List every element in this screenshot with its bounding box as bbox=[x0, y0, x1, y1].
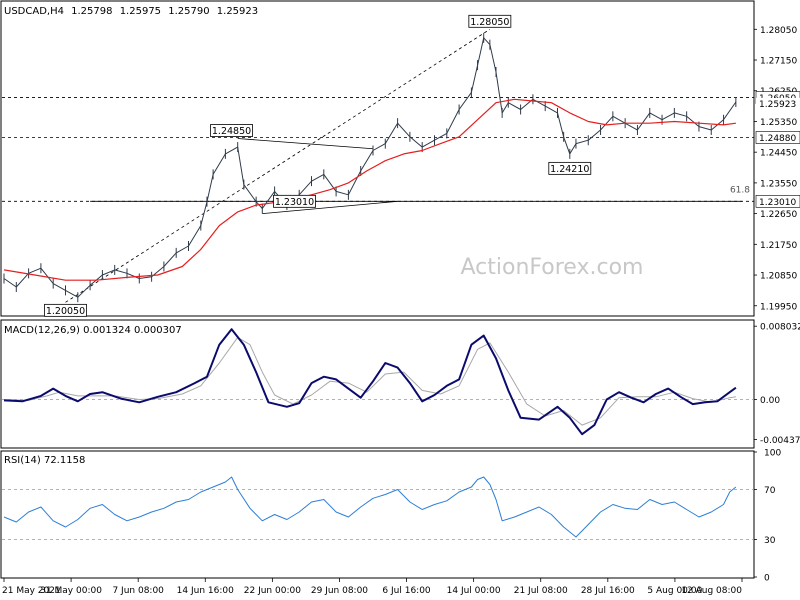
rsi-panel-frame bbox=[0, 450, 755, 579]
rsi-tick-label-3: 0 bbox=[764, 574, 770, 584]
price-tick-label-6: 1.22650 bbox=[760, 210, 797, 220]
ohlc-close: 1.25923 bbox=[217, 6, 258, 17]
watermark: ActionForex.com bbox=[461, 255, 644, 280]
level-tag-label-2: 1.23010 bbox=[759, 198, 796, 208]
price-tick-label-9: 1.19950 bbox=[760, 302, 797, 312]
x-tick-label-11: 12 Aug 08:00 bbox=[681, 586, 742, 596]
macd-signal-line bbox=[3, 336, 736, 426]
level-tag-box-1 bbox=[755, 131, 800, 144]
ohlc-low: 1.25790 bbox=[168, 6, 209, 17]
annotation-box-1 bbox=[210, 124, 253, 137]
rsi-tick-label-1: 70 bbox=[764, 486, 776, 496]
annotation-label-1: 1.24850 bbox=[212, 126, 251, 137]
trendline-1 bbox=[237, 138, 374, 150]
rsi-axis: 100 70 30 0 bbox=[754, 449, 781, 584]
price-axis: 1.280501.271501.262501.253501.244501.235… bbox=[754, 26, 800, 312]
sma-line bbox=[3, 98, 736, 281]
current-price-box bbox=[756, 97, 800, 108]
trendline-2 bbox=[262, 200, 398, 215]
x-tick-label-6: 6 Jul 16:00 bbox=[382, 586, 431, 596]
price-line bbox=[3, 37, 737, 298]
level-tag-box-2 bbox=[755, 195, 800, 208]
annotation-3: 1.24210 bbox=[548, 161, 592, 175]
macd-line bbox=[3, 328, 737, 436]
annotation-label-2: 1.23010 bbox=[275, 197, 314, 208]
annotation-0: 1.28050 bbox=[468, 14, 512, 28]
x-tick-label-8: 21 Jul 08:00 bbox=[514, 586, 568, 596]
annotation-box-4 bbox=[44, 303, 87, 317]
macd-series bbox=[3, 328, 737, 436]
rsi-levels bbox=[2, 489, 754, 540]
fib-label: 61.8 bbox=[730, 186, 750, 196]
macd-tick-label-2: -0.004379 bbox=[760, 436, 800, 446]
annotation-label-4: 1.20050 bbox=[46, 306, 85, 317]
x-tick-label-0: 21 May 2021 bbox=[2, 586, 61, 596]
x-tick-label-9: 28 Jul 16:00 bbox=[581, 586, 635, 596]
rsi-title: RSI(14) 72.1158 bbox=[4, 455, 85, 466]
ohlc-open: 1.25798 bbox=[71, 6, 112, 17]
annotation-2: 1.23010 bbox=[273, 194, 316, 208]
x-tick-label-3: 14 Jun 16:00 bbox=[177, 586, 234, 596]
chart-title: USDCAD,H4 1.25798 1.25975 1.25790 1.2592… bbox=[4, 6, 258, 17]
price-tick-label-8: 1.20850 bbox=[760, 272, 797, 282]
macd-title: MACD(12,26,9) 0.001324 0.000307 bbox=[4, 325, 182, 336]
price-tick-label-5: 1.23550 bbox=[760, 179, 797, 189]
annotation-box-0 bbox=[468, 14, 512, 28]
annotation-box-2 bbox=[273, 194, 316, 208]
chart-title-symbol: USDCAD,H4 bbox=[4, 6, 64, 17]
x-tick-label-1: 31 May 00:00 bbox=[40, 586, 102, 596]
macd-axis: 0.008032 0.00 -0.004379 bbox=[754, 323, 800, 446]
price-header: USDCAD,H4 1.25798 1.25975 1.25790 1.2592… bbox=[4, 6, 258, 17]
price-tick-label-0: 1.28050 bbox=[760, 26, 797, 36]
rsi-series bbox=[3, 476, 737, 538]
annotation-4: 1.20050 bbox=[44, 303, 87, 317]
price-annotations: 1.28050 1.24850 1.23010 1.24210 1.20050 61.8 bbox=[44, 14, 750, 317]
ohlc-high: 1.25975 bbox=[120, 6, 161, 17]
trendline-0 bbox=[65, 28, 491, 303]
price-tick-label-4: 1.24450 bbox=[760, 149, 797, 159]
price-trendlines bbox=[65, 28, 742, 303]
price-tick-label-7: 1.21750 bbox=[760, 241, 797, 251]
price-tick-label-1: 1.27150 bbox=[760, 57, 797, 67]
x-tick-label-4: 22 Jun 00:00 bbox=[244, 586, 301, 596]
price-tick-label-3: 1.25350 bbox=[760, 118, 797, 128]
level-tag-label-1: 1.24880 bbox=[759, 134, 796, 144]
macd-tick-label-0: 0.008032 bbox=[760, 323, 800, 333]
x-tick-label-7: 14 Jul 00:00 bbox=[447, 586, 501, 596]
rsi-tick-label-0: 100 bbox=[764, 449, 781, 459]
annotation-label-3: 1.24210 bbox=[550, 164, 589, 175]
current-price-label: 1.25923 bbox=[759, 100, 796, 110]
annotation-box-3 bbox=[548, 161, 592, 175]
x-tick-label-5: 29 Jun 08:00 bbox=[311, 586, 368, 596]
annotation-label-0: 1.28050 bbox=[470, 17, 509, 28]
macd-panel-frame bbox=[0, 319, 755, 449]
annotation-1: 1.24850 bbox=[210, 124, 253, 137]
rsi-tick-label-2: 30 bbox=[764, 536, 776, 546]
macd-tick-label-1: 0.00 bbox=[760, 396, 780, 406]
x-tick-label-10: 5 Aug 00:00 bbox=[647, 586, 702, 596]
x-tick-label-2: 7 Jun 08:00 bbox=[112, 586, 164, 596]
rsi-line bbox=[3, 476, 737, 538]
